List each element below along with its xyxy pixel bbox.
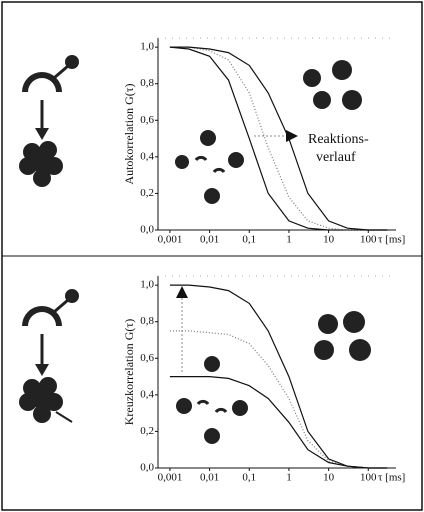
y-tick-label: 0,0 <box>140 462 154 474</box>
x-tick-label: 0,1 <box>242 472 256 484</box>
y-tick-label: 0,8 <box>140 77 154 89</box>
y-axis-label: Autokorrelation G(τ) <box>122 83 136 184</box>
y-tick-label: 0,6 <box>140 114 154 126</box>
y-tick-label: 0,6 <box>140 352 154 364</box>
y-tick-label: 0,2 <box>140 425 154 437</box>
y-tick-label: 0,8 <box>140 315 154 327</box>
x-tick-label: 0,01 <box>200 234 219 246</box>
x-tick-label: 1 <box>286 234 292 246</box>
curve <box>169 46 388 231</box>
x-axis-label: τ [ms] <box>378 234 405 246</box>
x-tick-label: 0,01 <box>200 472 219 484</box>
y-tick-label: 0,4 <box>140 388 154 400</box>
x-tick-label: 100 <box>360 234 377 246</box>
amplitude-arrowhead <box>176 286 188 298</box>
x-axis-label: τ [ms] <box>378 472 405 484</box>
annotation: Reaktions- <box>308 132 369 147</box>
y-tick-label: 0,0 <box>140 224 154 236</box>
x-tick-label: 0,001 <box>158 234 183 246</box>
molecule-cluster <box>175 60 371 444</box>
curve <box>169 46 388 231</box>
y-tick-label: 1,0 <box>140 41 154 53</box>
y-tick-label: 0,4 <box>140 150 154 162</box>
x-tick-label: 1 <box>286 472 292 484</box>
curve <box>169 376 388 469</box>
binding-icon-bottom <box>19 289 79 423</box>
x-tick-label: 10 <box>323 234 335 246</box>
y-tick-label: 1,0 <box>140 279 154 291</box>
annotation: verlauf <box>316 150 356 165</box>
x-tick-label: 100 <box>360 472 377 484</box>
curve <box>169 46 388 231</box>
binding-icon-top <box>19 55 79 187</box>
y-axis-label: Kreuzkorrelation G(τ) <box>122 319 136 425</box>
x-tick-label: 0,001 <box>158 472 183 484</box>
curve <box>169 330 388 469</box>
x-tick-label: 10 <box>323 472 335 484</box>
y-tick-label: 0,2 <box>140 187 154 199</box>
x-tick-label: 0,1 <box>242 234 256 246</box>
